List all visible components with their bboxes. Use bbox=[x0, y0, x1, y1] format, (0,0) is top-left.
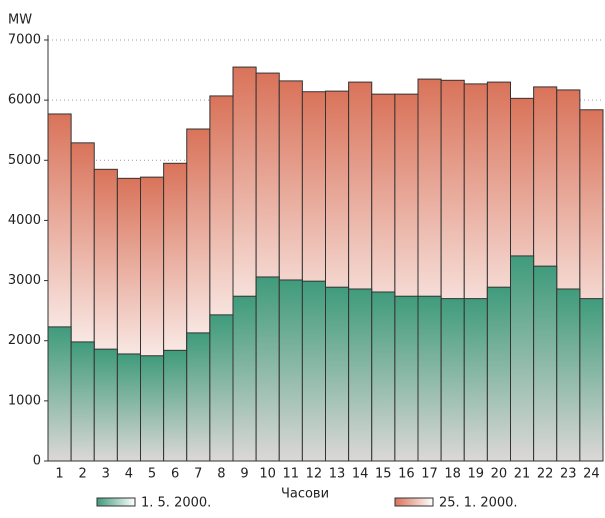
y-tick-label: 2000 bbox=[8, 333, 41, 348]
bar bbox=[232, 295, 257, 462]
bar bbox=[93, 348, 118, 462]
bar bbox=[209, 314, 234, 462]
bar bbox=[116, 353, 141, 462]
x-tick-label: 13 bbox=[329, 467, 346, 482]
y-tick-label: 5000 bbox=[8, 153, 41, 168]
bar bbox=[186, 332, 211, 462]
x-tick-label: 24 bbox=[583, 467, 600, 482]
bar bbox=[301, 280, 326, 462]
y-tick-label: 1000 bbox=[8, 393, 41, 408]
bar bbox=[486, 286, 511, 462]
legend-swatch bbox=[96, 497, 136, 507]
x-tick-label: 20 bbox=[491, 467, 508, 482]
x-tick-label: 2 bbox=[79, 467, 87, 482]
bar bbox=[348, 288, 373, 462]
x-tick-label: 6 bbox=[171, 467, 179, 482]
x-tick-label: 15 bbox=[375, 467, 392, 482]
y-axis-label: MW bbox=[8, 13, 32, 28]
y-tick-label: 6000 bbox=[8, 93, 41, 108]
x-tick-label: 23 bbox=[560, 467, 577, 482]
bar bbox=[163, 349, 188, 462]
x-tick-label: 16 bbox=[398, 467, 415, 482]
x-tick-label: 8 bbox=[217, 467, 225, 482]
legend-swatch bbox=[394, 497, 434, 507]
bar bbox=[533, 265, 558, 462]
bar bbox=[325, 286, 350, 462]
legend-label: 25. 1. 2000. bbox=[439, 496, 518, 511]
bar bbox=[556, 288, 581, 462]
x-tick-label: 12 bbox=[306, 467, 323, 482]
x-tick-label: 4 bbox=[125, 467, 133, 482]
bar bbox=[47, 326, 72, 462]
x-tick-label: 11 bbox=[283, 467, 300, 482]
y-tick-label: 0 bbox=[33, 454, 41, 469]
y-tick-label: 3000 bbox=[8, 273, 41, 288]
bar bbox=[417, 295, 442, 462]
x-tick-label: 1 bbox=[55, 467, 63, 482]
bar bbox=[278, 279, 303, 462]
x-tick-label: 22 bbox=[537, 467, 554, 482]
x-tick-label: 7 bbox=[194, 467, 202, 482]
bar bbox=[70, 341, 95, 462]
x-tick-label: 5 bbox=[148, 467, 156, 482]
x-tick-label: 3 bbox=[102, 467, 110, 482]
bar bbox=[371, 291, 396, 462]
bar bbox=[394, 295, 419, 462]
y-tick-label: 7000 bbox=[8, 33, 41, 48]
bar bbox=[440, 298, 465, 462]
y-tick-label: 4000 bbox=[8, 213, 41, 228]
bar bbox=[579, 298, 604, 462]
x-tick-label: 18 bbox=[444, 467, 461, 482]
x-tick-label: 17 bbox=[421, 467, 438, 482]
x-tick-label: 19 bbox=[468, 467, 485, 482]
x-tick-label: 9 bbox=[240, 467, 248, 482]
bar bbox=[463, 298, 488, 462]
bar bbox=[510, 255, 535, 462]
x-axis-label: Часови bbox=[281, 487, 329, 502]
x-tick-label: 14 bbox=[352, 467, 369, 482]
legend-label: 1. 5. 2000. bbox=[141, 496, 211, 511]
x-tick-label: 10 bbox=[259, 467, 276, 482]
bar bbox=[255, 276, 280, 462]
bar bbox=[140, 355, 165, 462]
x-tick-label: 21 bbox=[514, 467, 531, 482]
